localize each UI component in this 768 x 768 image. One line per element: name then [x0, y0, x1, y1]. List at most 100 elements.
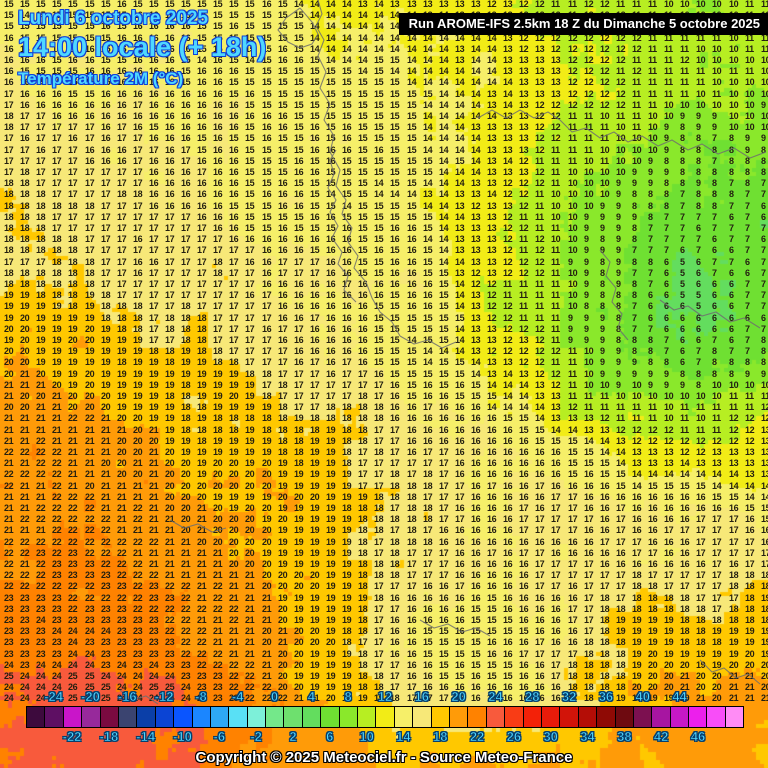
- grid-temperature-value: 17: [197, 167, 207, 177]
- grid-temperature-value: 14: [471, 44, 481, 54]
- grid-temperature-value: 15: [20, 21, 30, 31]
- grid-temperature-value: 15: [262, 223, 272, 233]
- grid-temperature-value: 15: [262, 44, 272, 54]
- grid-temperature-value: 16: [390, 257, 400, 267]
- grid-temperature-value: 16: [149, 21, 159, 31]
- grid-temperature-value: 9: [568, 335, 573, 345]
- grid-temperature-value: 8: [632, 234, 637, 244]
- grid-temperature-value: 10: [712, 100, 722, 110]
- grid-temperature-value: 21: [85, 447, 95, 457]
- grid-temperature-value: 14: [423, 100, 433, 110]
- grid-temperature-value: 18: [133, 313, 143, 323]
- grid-temperature-value: 15: [36, 33, 46, 43]
- grid-temperature-value: 7: [632, 313, 637, 323]
- grid-temperature-value: 15: [4, 21, 14, 31]
- grid-temperature-value: 10: [761, 77, 768, 87]
- grid-temperature-value: 12: [648, 425, 658, 435]
- grid-temperature-value: 19: [165, 369, 175, 379]
- grid-temperature-value: 18: [213, 346, 223, 356]
- grid-temperature-value: 6: [712, 324, 717, 334]
- grid-temperature-value: 18: [165, 313, 175, 323]
- grid-temperature-value: 16: [229, 21, 239, 31]
- grid-temperature-value: 16: [197, 111, 207, 121]
- grid-temperature-value: 15: [439, 380, 449, 390]
- grid-temperature-value: 20: [36, 369, 46, 379]
- grid-temperature-value: 19: [4, 290, 14, 300]
- grid-temperature-value: 21: [4, 391, 14, 401]
- grid-temperature-value: 16: [197, 100, 207, 110]
- grid-temperature-value: 12: [471, 201, 481, 211]
- grid-temperature-value: 16: [165, 89, 175, 99]
- grid-temperature-value: 16: [407, 447, 417, 457]
- grid-temperature-value: 19: [165, 380, 175, 390]
- grid-temperature-value: 15: [390, 122, 400, 132]
- grid-temperature-value: 6: [745, 313, 750, 323]
- grid-temperature-value: 10: [712, 44, 722, 54]
- grid-temperature-value: 15: [68, 44, 78, 54]
- grid-temperature-value: 14: [407, 55, 417, 65]
- grid-temperature-value: 15: [85, 77, 95, 87]
- grid-temperature-value: 15: [85, 21, 95, 31]
- grid-temperature-value: 14: [471, 369, 481, 379]
- grid-temperature-value: 12: [632, 436, 642, 446]
- grid-temperature-value: 16: [278, 111, 288, 121]
- grid-temperature-value: 13: [503, 33, 513, 43]
- grid-temperature-value: 16: [229, 234, 239, 244]
- legend-swatch: [339, 707, 359, 727]
- grid-temperature-value: 16: [165, 201, 175, 211]
- grid-temperature-value: 11: [648, 44, 657, 54]
- grid-temperature-value: 12: [551, 44, 561, 54]
- grid-temperature-value: 19: [229, 436, 239, 446]
- grid-temperature-value: 15: [310, 189, 320, 199]
- grid-temperature-value: 19: [165, 436, 175, 446]
- grid-temperature-value: 17: [117, 167, 127, 177]
- grid-temperature-value: 9: [632, 167, 637, 177]
- grid-temperature-value: 9: [584, 223, 589, 233]
- grid-temperature-value: 14: [423, 145, 433, 155]
- grid-temperature-value: 14: [294, 0, 304, 9]
- grid-temperature-value: 16: [439, 402, 449, 412]
- grid-temperature-value: 15: [52, 55, 62, 65]
- grid-temperature-value: 15: [407, 89, 417, 99]
- grid-temperature-value: 15: [407, 391, 417, 401]
- grid-temperature-value: 18: [181, 391, 191, 401]
- grid-temperature-value: 14: [423, 44, 433, 54]
- grid-temperature-value: 20: [52, 380, 62, 390]
- grid-temperature-value: 8: [616, 301, 621, 311]
- grid-temperature-value: 15: [374, 89, 384, 99]
- grid-temperature-value: 17: [213, 245, 223, 255]
- grid-temperature-value: 14: [390, 44, 400, 54]
- legend-tick: 20: [451, 689, 466, 704]
- grid-temperature-value: 21: [85, 425, 95, 435]
- grid-temperature-value: 18: [4, 189, 14, 199]
- grid-temperature-value: 16: [278, 55, 288, 65]
- grid-temperature-value: 18: [52, 290, 62, 300]
- grid-temperature-value: 17: [85, 133, 95, 143]
- grid-temperature-value: 15: [181, 77, 191, 87]
- grid-temperature-value: 13: [471, 223, 481, 233]
- grid-temperature-value: 14: [423, 133, 433, 143]
- grid-temperature-value: 15: [326, 77, 336, 87]
- grid-temperature-value: 16: [390, 279, 400, 289]
- grid-temperature-value: 12: [712, 436, 722, 446]
- grid-temperature-value: 8: [664, 178, 669, 188]
- grid-temperature-value: 17: [36, 111, 46, 121]
- grid-temperature-value: 15: [342, 89, 352, 99]
- legend-swatch: [541, 707, 561, 727]
- grid-temperature-value: 17: [101, 189, 111, 199]
- grid-temperature-value: 14: [390, 189, 400, 199]
- grid-temperature-value: 18: [117, 313, 127, 323]
- grid-temperature-value: 15: [310, 77, 320, 87]
- grid-temperature-value: 11: [632, 111, 641, 121]
- grid-temperature-value: 16: [294, 301, 304, 311]
- grid-temperature-value: 11: [535, 301, 544, 311]
- grid-temperature-value: 15: [342, 66, 352, 76]
- grid-temperature-value: 16: [471, 402, 481, 412]
- grid-temperature-value: 13: [745, 447, 755, 457]
- grid-temperature-value: 15: [374, 111, 384, 121]
- grid-temperature-value: 6: [761, 212, 766, 222]
- grid-temperature-value: 19: [101, 335, 111, 345]
- grid-temperature-value: 19: [117, 335, 127, 345]
- grid-temperature-value: 8: [600, 257, 605, 267]
- grid-temperature-value: 14: [407, 189, 417, 199]
